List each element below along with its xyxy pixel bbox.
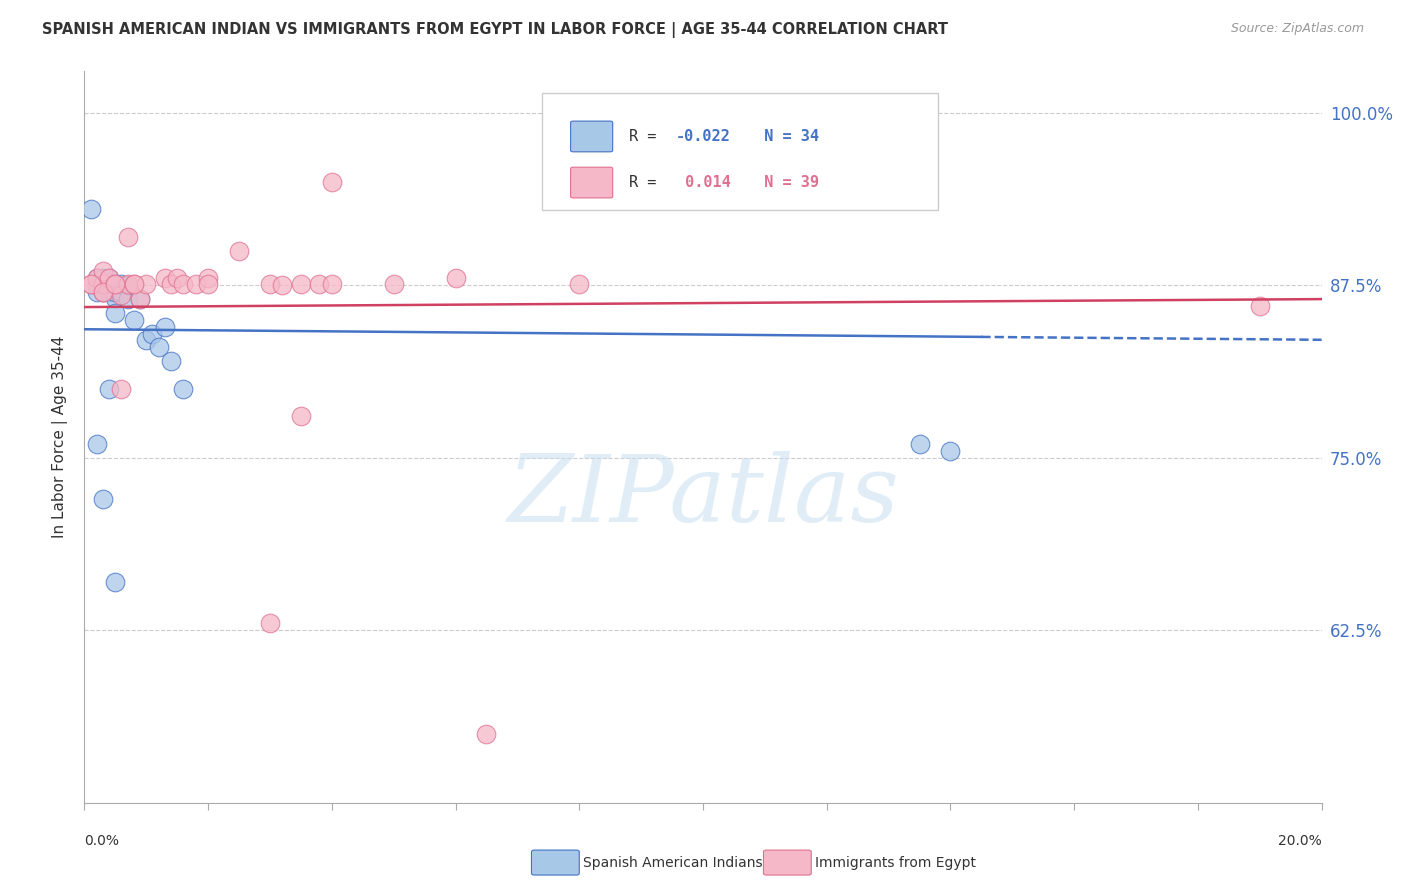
Point: [444, 271, 467, 285]
Point: [86, 271, 108, 285]
Text: ZIPatlas: ZIPatlas: [508, 450, 898, 541]
Point: [141, 326, 163, 341]
Point: [135, 334, 157, 348]
Point: [104, 306, 127, 320]
Point: [91, 285, 114, 300]
Point: [197, 277, 219, 291]
Point: [104, 574, 127, 589]
Point: [91, 278, 114, 293]
Point: [91, 277, 114, 291]
Point: [290, 409, 312, 424]
Point: [98, 382, 121, 396]
Point: [259, 277, 281, 291]
Point: [79, 277, 101, 291]
FancyBboxPatch shape: [571, 121, 613, 152]
Text: Immigrants from Egypt: Immigrants from Egypt: [815, 855, 977, 870]
Text: -0.022: -0.022: [676, 129, 731, 144]
Point: [166, 271, 188, 285]
Point: [91, 492, 114, 507]
Point: [184, 277, 207, 291]
Text: 0.014: 0.014: [676, 175, 731, 190]
Point: [908, 437, 931, 451]
Point: [98, 271, 121, 285]
Point: [110, 285, 132, 300]
Text: N = 39: N = 39: [747, 175, 820, 190]
Point: [197, 271, 219, 285]
Y-axis label: In Labor Force | Age 35-44: In Labor Force | Age 35-44: [52, 336, 69, 538]
Point: [91, 271, 114, 285]
FancyBboxPatch shape: [571, 167, 613, 198]
Point: [259, 616, 281, 631]
Text: 0.0%: 0.0%: [84, 834, 120, 848]
Point: [308, 277, 330, 291]
Point: [122, 312, 145, 326]
Point: [110, 382, 132, 396]
Point: [290, 277, 312, 291]
Point: [79, 202, 101, 217]
Text: R =: R =: [628, 129, 665, 144]
Point: [104, 278, 127, 293]
Point: [1249, 299, 1271, 313]
Point: [91, 285, 114, 300]
Point: [172, 382, 194, 396]
Point: [104, 277, 127, 291]
Point: [271, 278, 294, 293]
Point: [98, 277, 121, 291]
Point: [91, 285, 114, 300]
Text: Source: ZipAtlas.com: Source: ZipAtlas.com: [1230, 22, 1364, 36]
Point: [382, 277, 405, 291]
Point: [153, 271, 176, 285]
Point: [104, 291, 127, 305]
Point: [110, 277, 132, 291]
Point: [153, 319, 176, 334]
Text: N = 34: N = 34: [747, 129, 820, 144]
Text: Spanish American Indians: Spanish American Indians: [583, 855, 763, 870]
FancyBboxPatch shape: [543, 94, 938, 211]
Point: [160, 354, 183, 368]
Point: [110, 288, 132, 302]
Point: [104, 285, 127, 300]
Point: [129, 292, 152, 306]
Point: [939, 443, 962, 458]
Point: [91, 264, 114, 278]
Point: [98, 278, 121, 293]
Point: [160, 277, 183, 291]
Point: [117, 277, 139, 291]
Point: [98, 285, 121, 300]
Point: [135, 277, 157, 291]
Point: [86, 437, 108, 451]
Point: [129, 292, 152, 306]
Point: [568, 277, 591, 291]
Text: 20.0%: 20.0%: [1278, 834, 1322, 848]
Point: [104, 277, 127, 291]
Point: [148, 340, 170, 354]
Point: [98, 271, 121, 285]
Point: [117, 230, 139, 244]
Point: [91, 277, 114, 291]
Point: [475, 727, 498, 741]
Point: [172, 277, 194, 291]
Point: [86, 271, 108, 285]
Point: [86, 285, 108, 300]
Point: [117, 292, 139, 306]
Point: [321, 175, 343, 189]
Point: [86, 278, 108, 293]
Text: SPANISH AMERICAN INDIAN VS IMMIGRANTS FROM EGYPT IN LABOR FORCE | AGE 35-44 CORR: SPANISH AMERICAN INDIAN VS IMMIGRANTS FR…: [42, 22, 948, 38]
Point: [117, 278, 139, 293]
Point: [122, 277, 145, 291]
Point: [122, 277, 145, 291]
Text: R =: R =: [628, 175, 665, 190]
Point: [79, 277, 101, 291]
Point: [321, 277, 343, 291]
Point: [228, 244, 250, 258]
